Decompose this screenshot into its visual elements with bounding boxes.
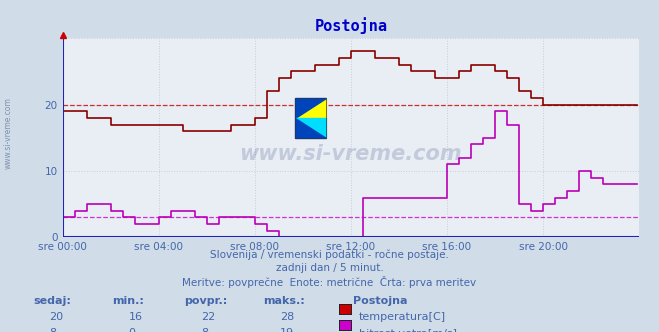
Text: sedaj:: sedaj:: [33, 296, 71, 306]
Text: Postojna: Postojna: [353, 296, 407, 306]
Text: 0: 0: [129, 328, 136, 332]
Polygon shape: [295, 98, 326, 118]
Text: 8: 8: [49, 328, 57, 332]
Text: zadnji dan / 5 minut.: zadnji dan / 5 minut.: [275, 263, 384, 273]
Text: Slovenija / vremenski podatki - ročne postaje.: Slovenija / vremenski podatki - ročne po…: [210, 250, 449, 260]
Text: 22: 22: [201, 312, 215, 322]
Polygon shape: [295, 118, 326, 138]
Text: www.si-vreme.com: www.si-vreme.com: [3, 97, 13, 169]
Text: 28: 28: [280, 312, 295, 322]
Polygon shape: [295, 98, 326, 118]
Text: temperatura[C]: temperatura[C]: [359, 312, 446, 322]
Bar: [295, 98, 326, 138]
Text: hitrost vetra[m/s]: hitrost vetra[m/s]: [359, 328, 457, 332]
Text: 16: 16: [129, 312, 142, 322]
Text: 8: 8: [201, 328, 208, 332]
Text: min.:: min.:: [112, 296, 144, 306]
Text: www.si-vreme.com: www.si-vreme.com: [240, 144, 462, 164]
Text: povpr.:: povpr.:: [185, 296, 228, 306]
Text: 20: 20: [49, 312, 63, 322]
Polygon shape: [295, 118, 326, 138]
Title: Postojna: Postojna: [314, 17, 387, 34]
Text: maks.:: maks.:: [264, 296, 305, 306]
Text: 19: 19: [280, 328, 294, 332]
Text: Meritve: povprečne  Enote: metrične  Črta: prva meritev: Meritve: povprečne Enote: metrične Črta:…: [183, 276, 476, 288]
